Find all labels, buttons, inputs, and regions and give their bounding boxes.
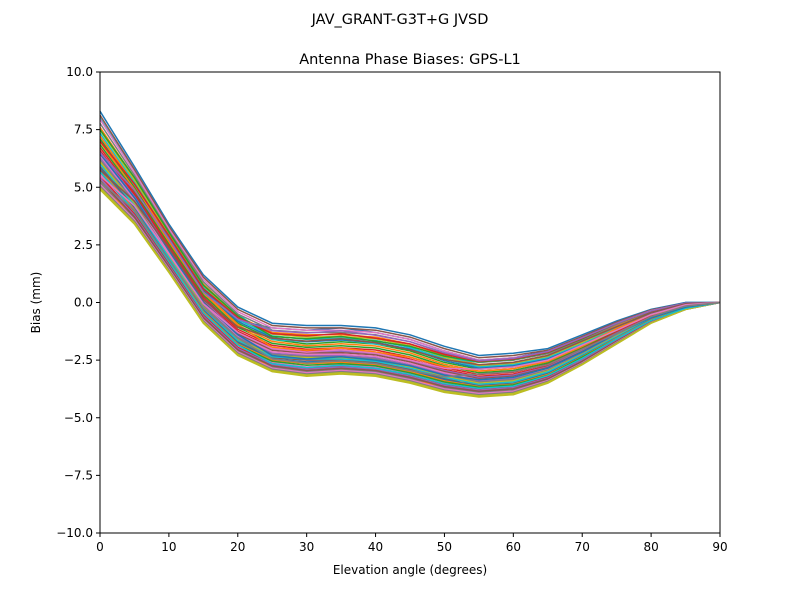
y-axis: 10.0 7.5 5.0 2.5 0.0 −2.5 −5.0 −7.5 −10.0 xyxy=(56,65,100,540)
x-tick-label: 0 xyxy=(96,540,104,554)
y-tick-label: 0.0 xyxy=(74,296,93,310)
x-tick-label: 90 xyxy=(712,540,727,554)
x-tick-label: 30 xyxy=(299,540,314,554)
x-tick-label: 10 xyxy=(161,540,176,554)
y-tick-label: −10.0 xyxy=(56,526,93,540)
y-tick-label: −7.5 xyxy=(64,468,93,482)
x-tick-label: 50 xyxy=(437,540,452,554)
figure-suptitle: JAV_GRANT-G3T+G JVSD xyxy=(311,12,489,28)
y-axis-label: Bias (mm) xyxy=(29,272,43,334)
series-line xyxy=(99,187,721,397)
x-tick-label: 70 xyxy=(575,540,590,554)
series-line xyxy=(99,171,721,390)
x-tick-label: 20 xyxy=(230,540,245,554)
series-line xyxy=(99,179,721,392)
series-lines xyxy=(99,110,721,398)
y-tick-label: 2.5 xyxy=(74,238,93,252)
x-tick-label: 60 xyxy=(506,540,521,554)
x-axis-label: Elevation angle (degrees) xyxy=(333,563,487,577)
x-tick-label: 80 xyxy=(643,540,658,554)
series-line xyxy=(99,180,721,378)
y-tick-label: −2.5 xyxy=(64,353,93,367)
series-line xyxy=(99,175,721,371)
y-tick-label: −5.0 xyxy=(64,411,93,425)
x-axis: 0 10 20 30 40 50 60 70 80 90 xyxy=(96,533,728,554)
series-line xyxy=(99,169,721,366)
series-line xyxy=(99,114,721,359)
x-tick-label: 40 xyxy=(368,540,383,554)
series-line xyxy=(99,152,721,362)
y-tick-label: 10.0 xyxy=(66,65,93,79)
series-line xyxy=(99,110,720,357)
chart-title: Antenna Phase Biases: GPS-L1 xyxy=(299,52,521,68)
y-tick-label: 5.0 xyxy=(74,180,93,194)
y-tick-label: 7.5 xyxy=(74,123,93,137)
